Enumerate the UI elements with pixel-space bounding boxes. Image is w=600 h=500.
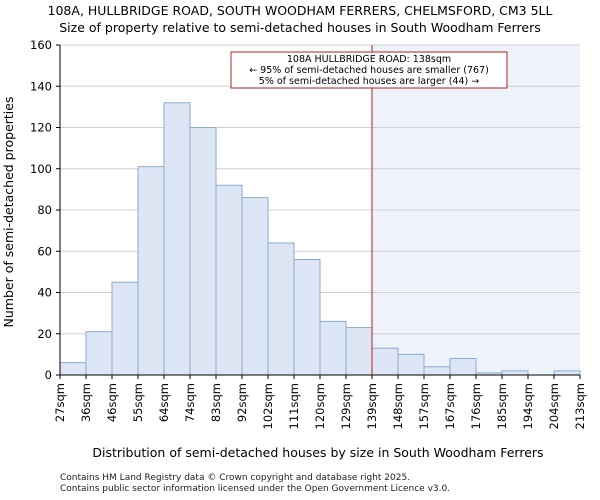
bar-139sqm — [371, 347, 399, 376]
bar-92sqm — [241, 197, 269, 376]
x-tick-label-194sqm: 194sqm — [521, 383, 535, 429]
x-tick-label-213sqm: 213sqm — [573, 383, 587, 429]
bar-102sqm — [267, 242, 295, 376]
footer-licence: Contains public sector information licen… — [60, 484, 451, 494]
y-tick-label: 120 — [30, 121, 52, 135]
bar-129sqm — [345, 327, 373, 376]
y-tick-label: 0 — [45, 368, 52, 382]
x-tick-label-36sqm: 36sqm — [79, 383, 93, 422]
x-tick-label-27sqm: 27sqm — [53, 383, 67, 422]
bar-74sqm — [189, 127, 217, 376]
y-tick-label: 100 — [30, 162, 52, 176]
x-axis-label: Distribution of semi-detached houses by … — [92, 445, 543, 460]
x-tick-label-111sqm: 111sqm — [287, 383, 301, 429]
y-tick-label: 140 — [30, 79, 52, 93]
annotation-box: 108A HULLBRIDGE ROAD: 138sqm ← 95% of se… — [230, 51, 508, 89]
bar-120sqm — [319, 320, 347, 376]
annotation-line-2: ← 95% of semi-detached houses are smalle… — [249, 65, 489, 76]
y-tick-label: 80 — [37, 203, 52, 217]
bar-167sqm — [449, 358, 477, 376]
bar-46sqm — [111, 281, 139, 376]
bar-83sqm — [215, 184, 243, 376]
bar-36sqm — [85, 331, 113, 376]
bar-64sqm — [163, 102, 191, 376]
y-tick-label: 160 — [30, 38, 52, 52]
chart-title: 108A, HULLBRIDGE ROAD, SOUTH WOODHAM FER… — [48, 3, 553, 18]
bar-27sqm — [59, 362, 87, 376]
x-tick-label-46sqm: 46sqm — [105, 383, 119, 422]
x-tick-label-74sqm: 74sqm — [183, 383, 197, 422]
annotation-line-1: 108A HULLBRIDGE ROAD: 138sqm — [287, 54, 451, 65]
y-axis-label: Number of semi-detached properties — [1, 97, 16, 328]
x-tick-label-167sqm: 167sqm — [443, 383, 457, 429]
x-tick-label-185sqm: 185sqm — [495, 383, 509, 429]
x-tick-label-102sqm: 102sqm — [261, 383, 275, 429]
x-tick-label-157sqm: 157sqm — [417, 383, 431, 429]
bar-55sqm — [137, 166, 165, 376]
bar-148sqm — [397, 353, 425, 376]
bar-111sqm — [293, 259, 321, 376]
y-tick-label: 40 — [37, 286, 52, 300]
y-tick-label: 20 — [37, 327, 52, 341]
x-tick-label-120sqm: 120sqm — [313, 383, 327, 429]
x-tick-label-129sqm: 129sqm — [339, 383, 353, 429]
x-tick-label-64sqm: 64sqm — [157, 383, 171, 422]
annotation-frame — [230, 51, 508, 89]
bar-185sqm — [501, 370, 529, 376]
bar-204sqm — [553, 370, 581, 376]
footer-copyright: Contains HM Land Registry data © Crown c… — [60, 473, 411, 483]
x-tick-label-55sqm: 55sqm — [131, 383, 145, 422]
x-tick-label-148sqm: 148sqm — [391, 383, 405, 429]
bar-157sqm — [423, 366, 451, 376]
y-tick-label: 60 — [37, 244, 52, 258]
chart-subtitle: Size of property relative to semi-detach… — [59, 20, 541, 35]
x-tick-label-92sqm: 92sqm — [235, 383, 249, 422]
x-tick-label-139sqm: 139sqm — [365, 383, 379, 429]
x-tick-label-176sqm: 176sqm — [469, 383, 483, 429]
x-tick-label-83sqm: 83sqm — [209, 383, 223, 422]
x-tick-label-204sqm: 204sqm — [547, 383, 561, 429]
annotation-line-3: 5% of semi-detached houses are larger (4… — [259, 76, 479, 87]
